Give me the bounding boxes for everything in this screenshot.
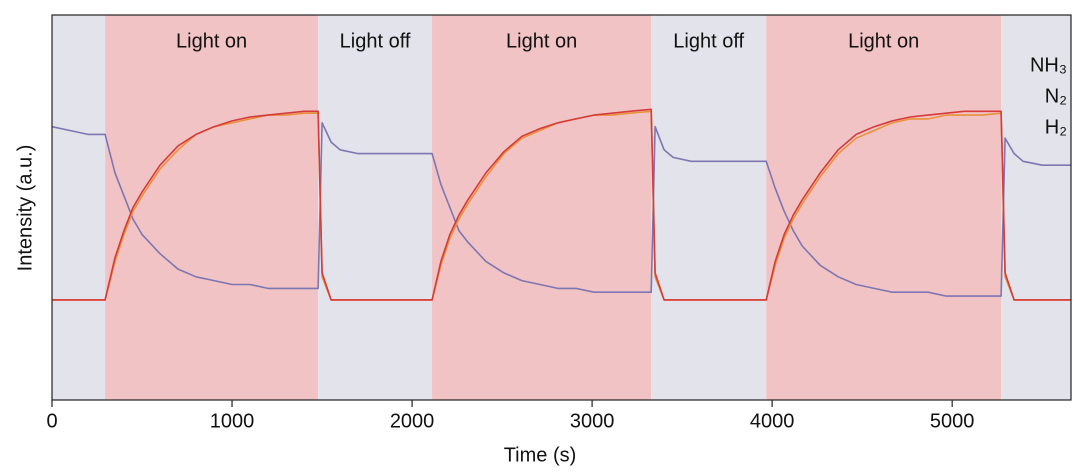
shaded-region xyxy=(52,15,106,400)
x-tick-label: 0 xyxy=(46,410,57,432)
series-line xyxy=(51,122,1071,297)
shaded-region xyxy=(318,15,433,400)
x-tick-label: 2000 xyxy=(390,410,435,432)
x-axis-label: Time (s) xyxy=(504,444,577,466)
legend-label: H₂ xyxy=(1045,116,1067,138)
shaded-region xyxy=(651,15,767,400)
region-label: Light off xyxy=(340,30,411,52)
plot-frame xyxy=(51,14,1072,401)
legend-label: N₂ xyxy=(1045,85,1067,107)
region-label: Light on xyxy=(176,30,247,52)
shaded-region xyxy=(105,15,319,400)
shaded-region xyxy=(432,15,652,400)
series-line xyxy=(52,108,1071,301)
x-tick-label: 5000 xyxy=(930,410,975,432)
region-label: Light off xyxy=(673,30,744,52)
region-label: Light on xyxy=(848,30,919,52)
x-tick-label: 4000 xyxy=(750,410,795,432)
y-axis-label: Intensity (a.u.) xyxy=(14,145,36,272)
shaded-region xyxy=(766,15,1002,400)
x-tick-label: 3000 xyxy=(570,410,615,432)
x-tick-label: 1000 xyxy=(210,410,255,432)
shaded-region xyxy=(1001,15,1071,400)
region-label: Light on xyxy=(506,30,577,52)
legend-label: NH₃ xyxy=(1030,54,1067,76)
